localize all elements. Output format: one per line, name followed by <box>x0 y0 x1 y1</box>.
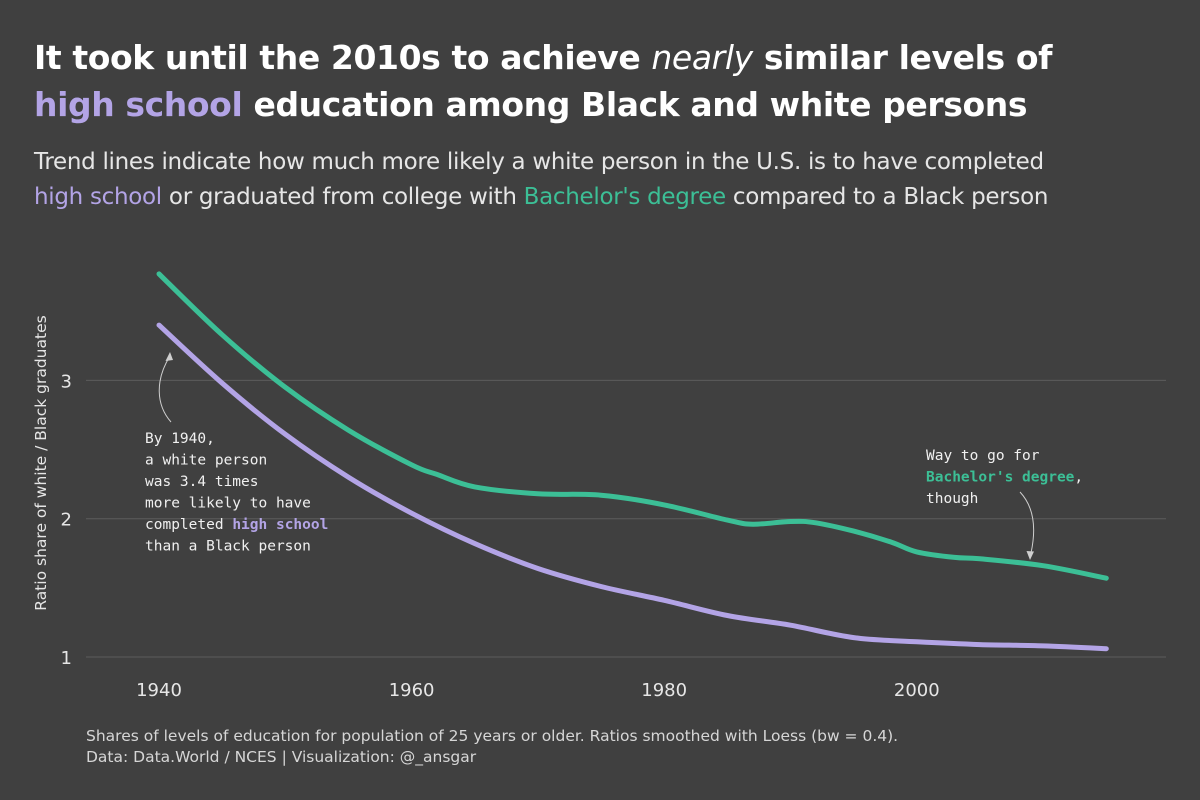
title-text-2: similar levels of <box>752 38 1053 77</box>
x-tick-label: 2000 <box>894 680 940 701</box>
x-tick-label: 1940 <box>136 680 182 701</box>
series-line-high-school <box>156 322 1109 652</box>
title-text-3: education among Black and white persons <box>242 85 1028 124</box>
grid-lines <box>86 379 1166 658</box>
subtitle-line-1: Trend lines indicate how much more likel… <box>34 149 1044 175</box>
subtitle-high-school: high school <box>34 184 162 210</box>
line-chart: 1 2 3 1940 1960 1980 2000 Ratio share of whit… <box>32 271 1166 701</box>
annotation-1940-line-5a: completed <box>145 517 232 533</box>
annotation-bachelors-line-1: Way to go for <box>926 448 1040 464</box>
annotation-1940-arrowhead <box>165 352 173 361</box>
x-tick-label: 1980 <box>641 680 687 701</box>
chart-caption: Shares of levels of education for popula… <box>86 726 1086 768</box>
series-line-bachelor-s-degree <box>156 271 1109 581</box>
caption-line-2: Data: Data.World / NCES | Visualization:… <box>86 748 477 766</box>
x-axis-ticks: 1940 1960 1980 2000 <box>136 680 940 701</box>
annotation-1940-line-4: more likely to have <box>145 496 311 512</box>
title-highlight-high-school: high school <box>34 85 243 124</box>
annotation-bachelors-degree: Bachelor's degree <box>926 470 1075 486</box>
subtitle-mid: or graduated from college with <box>161 184 524 210</box>
annotation-1940-arrow <box>158 355 172 423</box>
chart-title: It took until the 2010s to achieve nearl… <box>34 34 1174 128</box>
y-tick-label: 2 <box>61 510 72 531</box>
annotation-1940-line-2: a white person <box>145 453 267 469</box>
chart-subtitle: Trend lines indicate how much more likel… <box>34 145 1184 215</box>
annotation-bachelors: Way to go for Bachelor's degree, though <box>926 448 1092 507</box>
annotation-1940-line-6: than a Black person <box>145 539 311 555</box>
annotation-bachelors-arrowhead <box>1026 551 1034 560</box>
caption-line-1: Shares of levels of education for popula… <box>86 727 899 745</box>
annotation-1940-high-school: high school <box>232 517 328 533</box>
annotation-bachelors-line-3: though <box>926 491 978 507</box>
annotation-bachelors-comma: , <box>1074 470 1083 486</box>
y-axis-label: Ratio share of white / Black graduates <box>32 315 50 610</box>
y-axis-ticks: 1 2 3 <box>61 371 72 669</box>
annotation-1940: By 1940, a white person was 3.4 times mo… <box>145 431 337 555</box>
annotation-1940-line-3: was 3.4 times <box>145 474 259 490</box>
series-lines <box>156 271 1109 652</box>
y-tick-label: 3 <box>61 371 72 392</box>
y-tick-label: 1 <box>61 648 72 669</box>
subtitle-end: compared to a Black person <box>725 184 1049 210</box>
annotation-1940-line-1: By 1940, <box>145 431 215 447</box>
title-emphasis: nearly <box>651 38 753 77</box>
title-text-1: It took until the 2010s to achieve <box>34 38 652 77</box>
annotation-bachelors-arrow <box>1019 491 1035 554</box>
x-tick-label: 1960 <box>389 680 435 701</box>
subtitle-bachelors: Bachelor's degree <box>523 184 727 210</box>
